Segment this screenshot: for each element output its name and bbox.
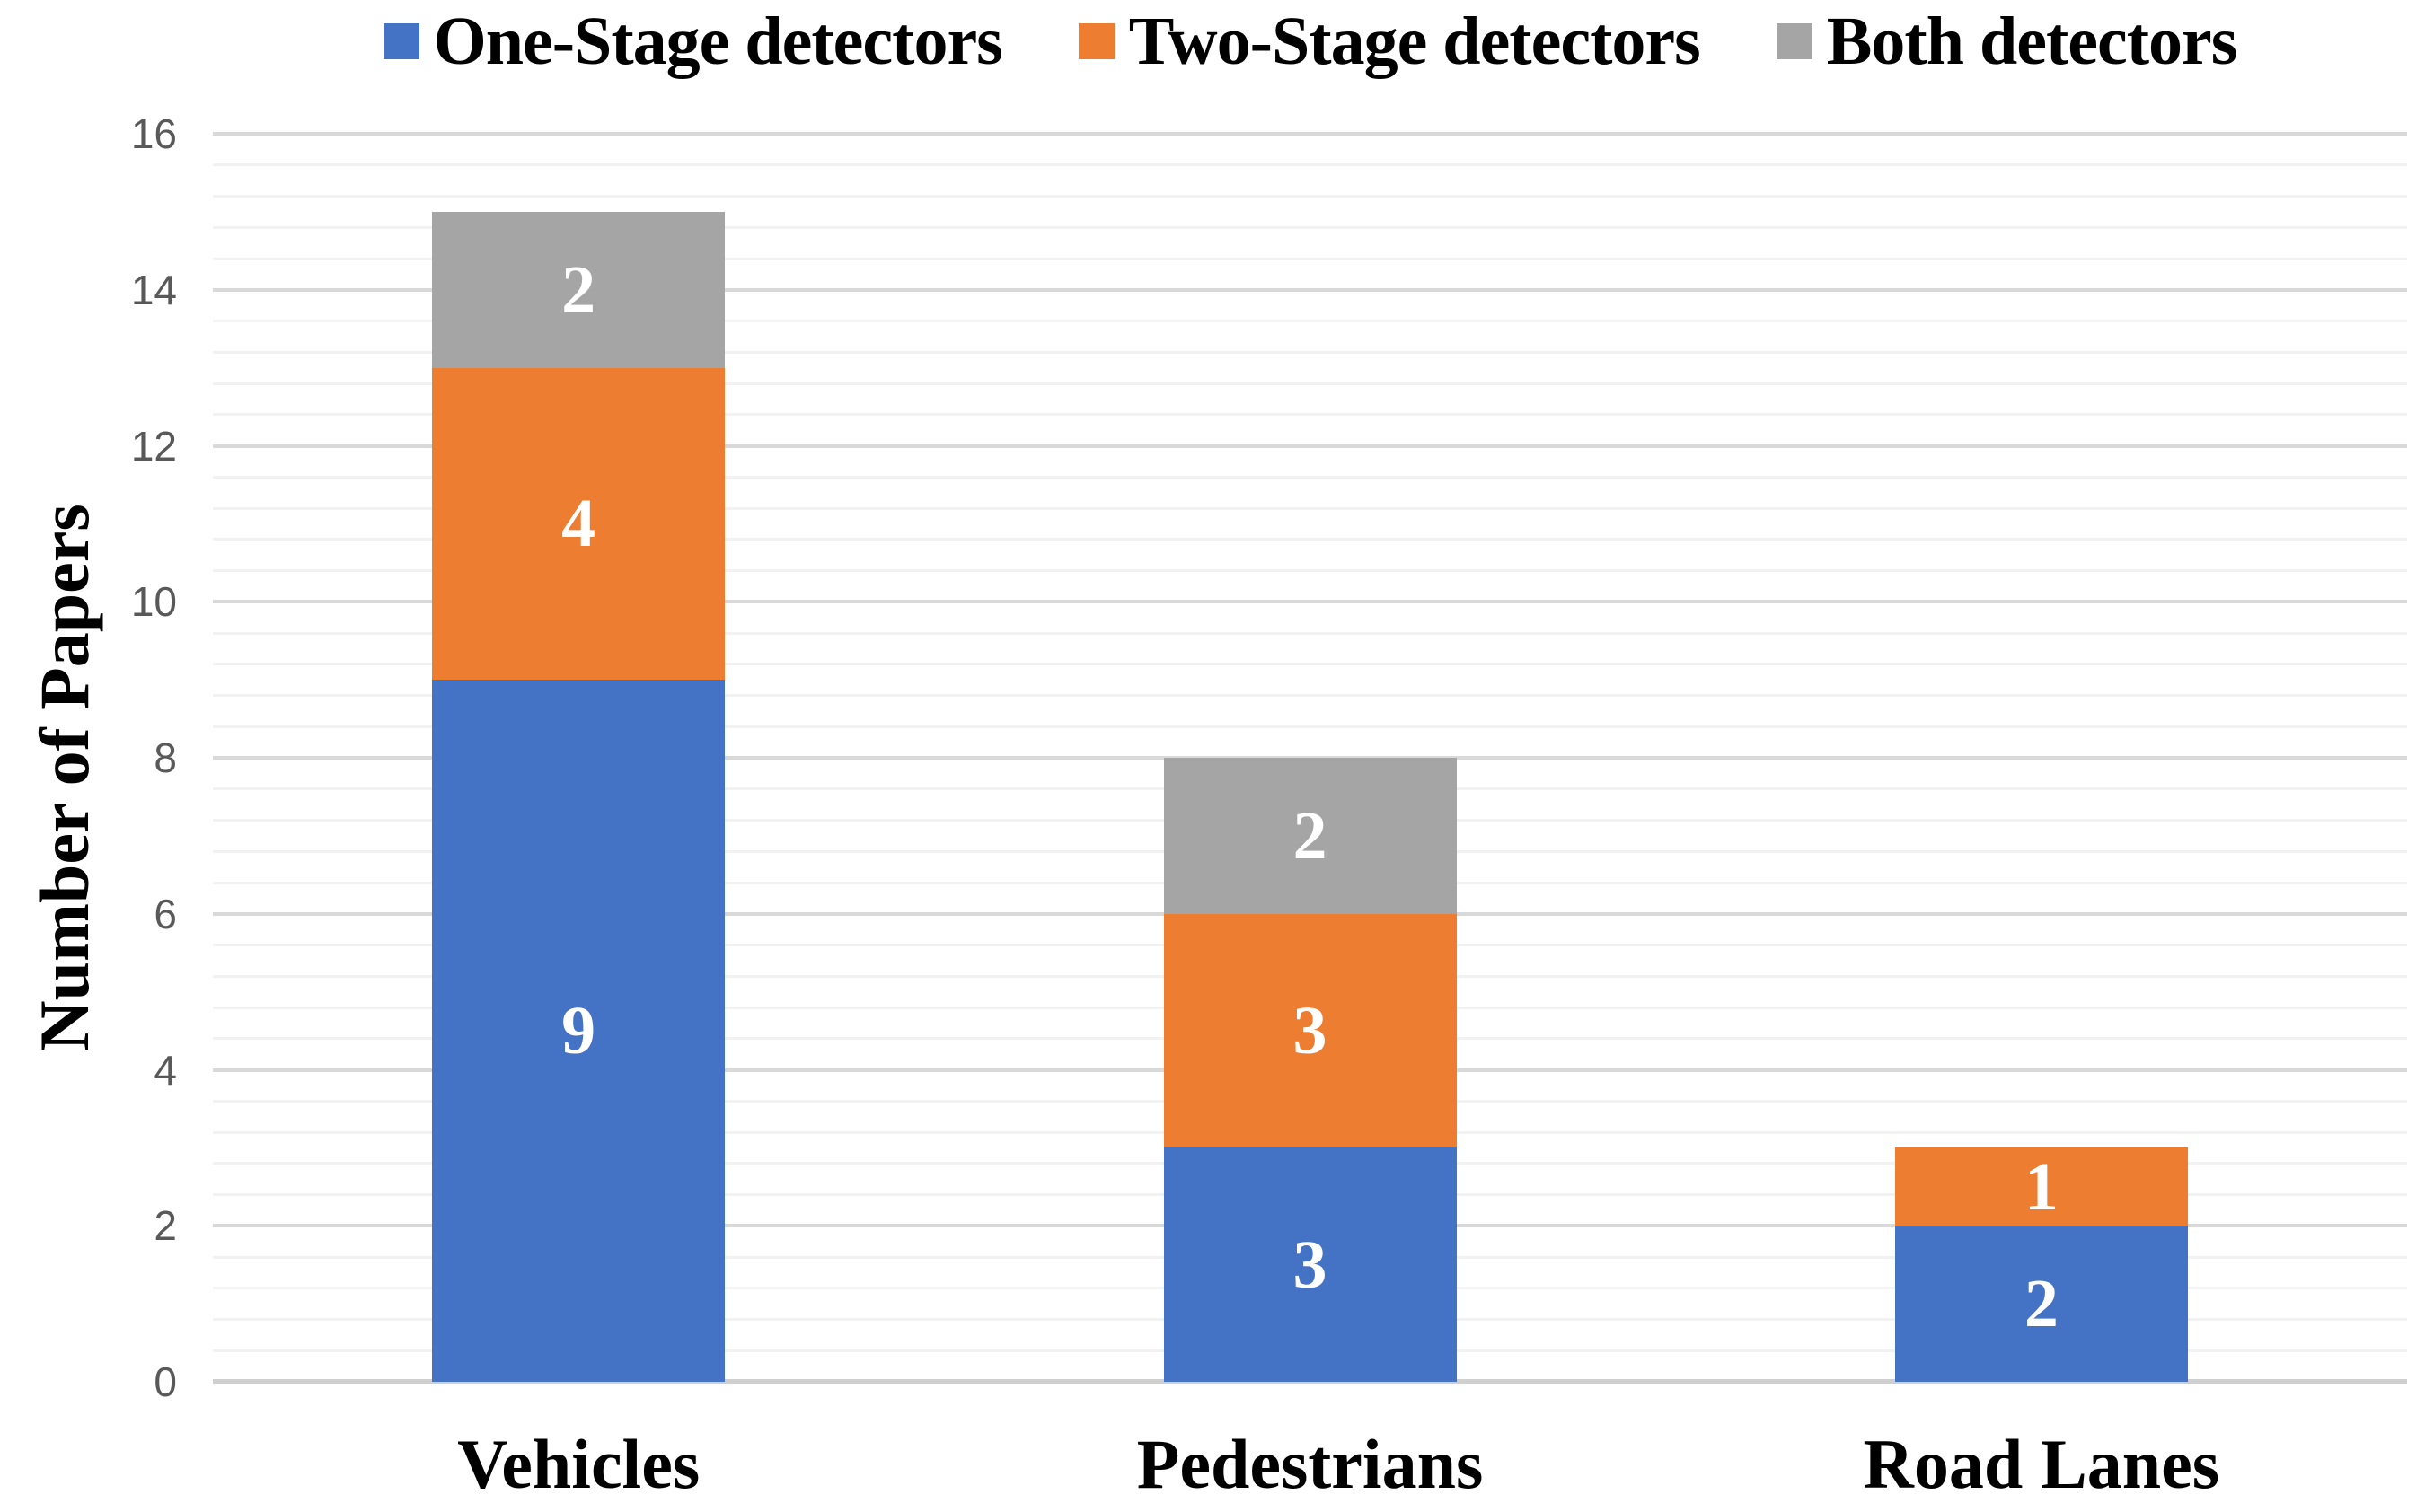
value-label: 2 xyxy=(2024,1266,2059,1342)
minor-gridline xyxy=(213,163,2407,167)
value-label: 2 xyxy=(561,251,596,328)
minor-gridline xyxy=(213,694,2407,697)
bar-segment-road-lanes-two-stage-detectors: 1 xyxy=(1894,1147,2188,1226)
minor-gridline xyxy=(213,413,2407,417)
y-tick-label: 12 xyxy=(130,422,177,470)
y-tick-label: 10 xyxy=(130,578,177,626)
bar-segment-pedestrians-one-stage-detectors: 3 xyxy=(1163,1147,1457,1382)
gray-square-swatch xyxy=(1776,23,1812,59)
y-tick-label: 14 xyxy=(130,266,177,313)
minor-gridline xyxy=(213,225,2407,229)
minor-gridline xyxy=(213,631,2407,635)
minor-gridline xyxy=(213,195,2407,198)
value-label: 3 xyxy=(1292,993,1327,1069)
value-label: 9 xyxy=(561,993,596,1069)
major-gridline xyxy=(213,600,2407,604)
y-tick-label: 4 xyxy=(154,1046,177,1094)
category-label-pedestrians: Pedestrians xyxy=(1136,1425,1484,1503)
legend-item-label: Two-Stage detectors xyxy=(1128,4,1701,79)
minor-gridline xyxy=(213,257,2407,260)
minor-gridline xyxy=(213,475,2407,479)
legend-item-two-stage-detectors: Two-Stage detectors xyxy=(1078,4,1701,79)
minor-gridline xyxy=(213,569,2407,572)
major-gridline xyxy=(213,444,2407,448)
legend-item-label: Both detectors xyxy=(1826,4,2238,79)
bar-segment-road-lanes-one-stage-detectors: 2 xyxy=(1894,1226,2188,1382)
y-tick-label: 2 xyxy=(154,1202,177,1250)
minor-gridline xyxy=(213,506,2407,510)
value-label: 1 xyxy=(2024,1148,2059,1225)
y-axis-title: Number of Papers xyxy=(25,504,103,1051)
minor-gridline xyxy=(213,538,2407,541)
minor-gridline xyxy=(213,663,2407,666)
major-gridline xyxy=(213,132,2407,136)
bar-segment-pedestrians-two-stage-detectors: 3 xyxy=(1163,913,1457,1148)
orange-square-swatch xyxy=(1078,23,1115,59)
major-gridline xyxy=(213,287,2407,292)
minor-gridline xyxy=(213,382,2407,385)
value-label: 2 xyxy=(1292,797,1327,874)
y-tick-label: 16 xyxy=(130,110,177,157)
value-label: 3 xyxy=(1292,1226,1327,1303)
y-tick-label: 0 xyxy=(154,1358,177,1405)
y-tick-label: 8 xyxy=(154,734,177,781)
minor-gridline xyxy=(213,350,2407,354)
legend-item-label: One-Stage detectors xyxy=(433,4,1003,79)
category-label-road-lanes: Road Lanes xyxy=(1863,1425,2220,1503)
minor-gridline xyxy=(213,725,2407,728)
category-label-vehicles: Vehicles xyxy=(457,1425,701,1503)
bar-segment-vehicles-two-stage-detectors: 4 xyxy=(432,367,726,681)
blue-square-swatch xyxy=(383,23,419,59)
minor-gridline xyxy=(213,320,2407,322)
chart-legend: One-Stage detectors Two-Stage detectors Bo… xyxy=(213,2,2407,81)
plot-area: 9 4 2 3 3 2 2 1 xyxy=(213,132,2407,1384)
bar-segment-pedestrians-both-detectors: 2 xyxy=(1163,758,1457,914)
bar-segment-vehicles-one-stage-detectors: 9 xyxy=(432,680,726,1382)
legend-item-both-detectors: Both detectors xyxy=(1776,4,2238,79)
y-tick-label: 6 xyxy=(154,890,177,937)
bar-segment-vehicles-both-detectors: 2 xyxy=(432,211,726,368)
value-label: 4 xyxy=(561,486,596,562)
legend-item-one-stage-detectors: One-Stage detectors xyxy=(383,4,1003,79)
